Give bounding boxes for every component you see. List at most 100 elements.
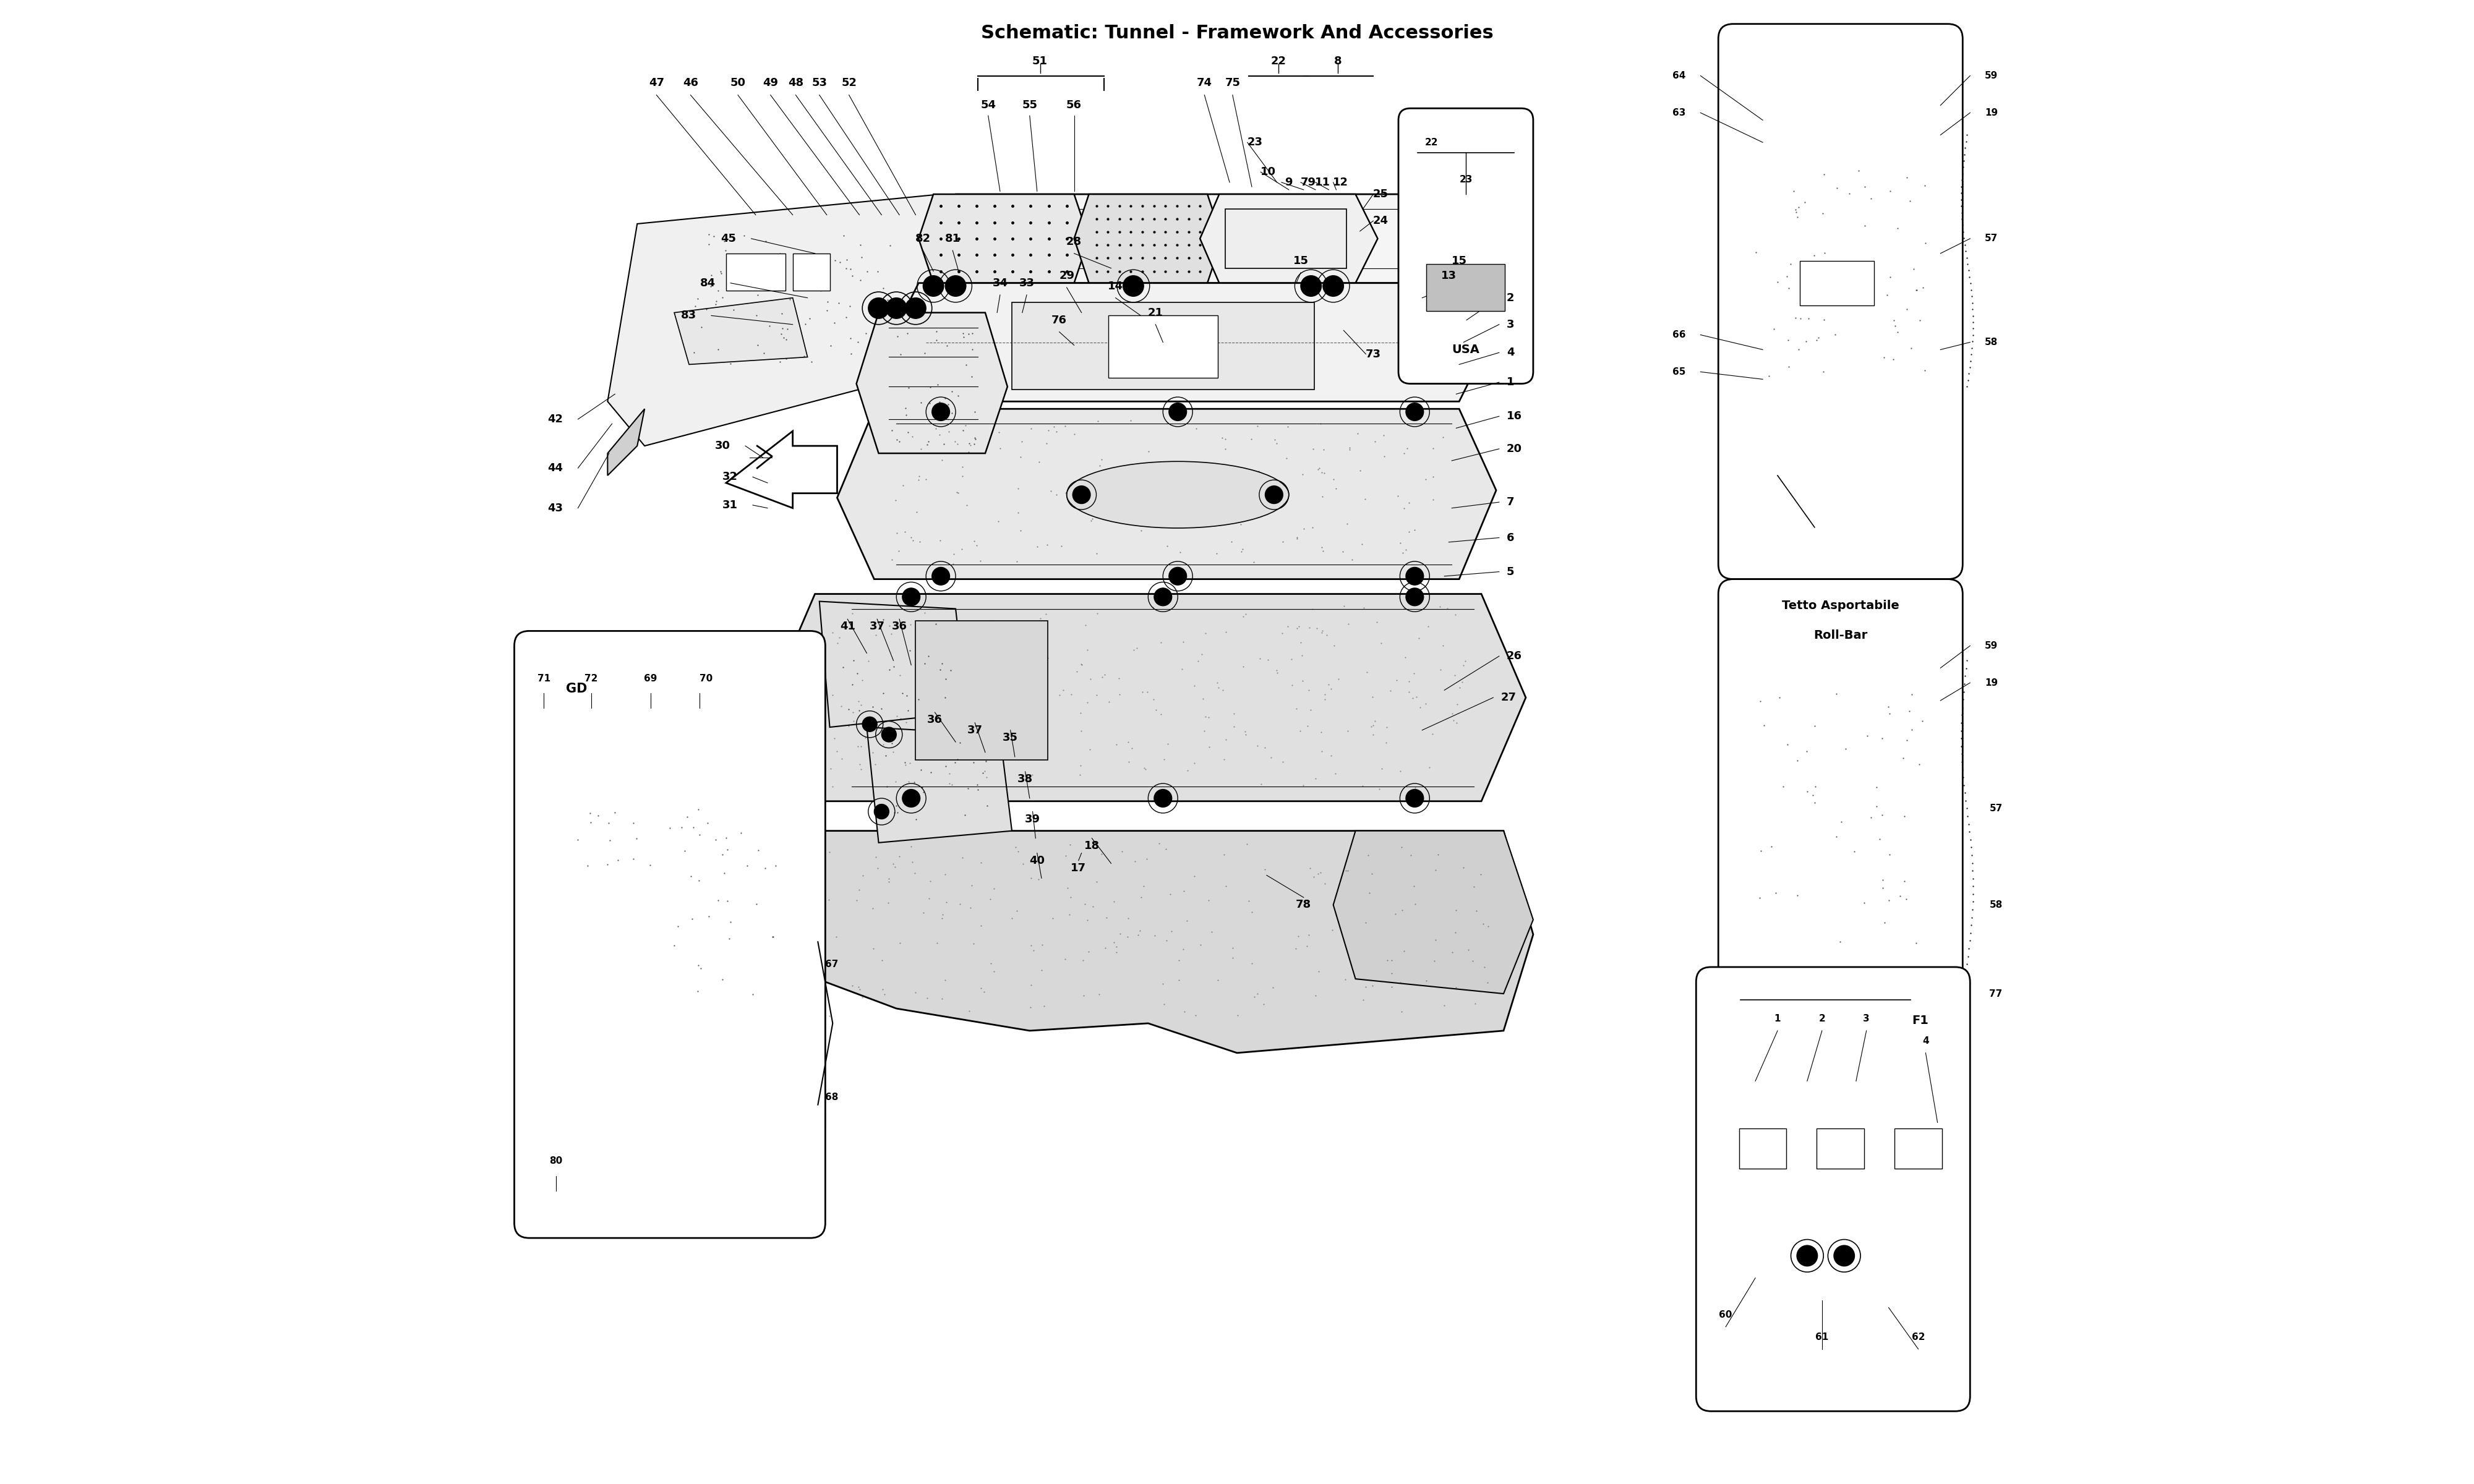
Text: 65: 65 [1672,367,1685,377]
Text: 7: 7 [1507,497,1514,508]
Text: 58: 58 [1989,901,2001,910]
Circle shape [923,276,943,297]
Text: 8: 8 [1333,55,1341,67]
Text: 70: 70 [700,674,713,683]
Text: 51: 51 [1032,55,1049,67]
FancyBboxPatch shape [1895,1128,1942,1168]
Text: 46: 46 [683,77,698,89]
Circle shape [1405,404,1423,421]
FancyBboxPatch shape [915,620,1047,760]
Text: 59: 59 [1984,71,1999,80]
Text: 42: 42 [547,414,564,424]
Text: 74: 74 [1197,77,1212,89]
Circle shape [1833,1245,1856,1266]
Circle shape [903,789,920,807]
Text: GD: GD [567,683,586,695]
Text: 49: 49 [762,77,779,89]
Text: 1: 1 [1774,1014,1781,1024]
Polygon shape [725,430,836,508]
Text: 22: 22 [1272,55,1286,67]
Text: 34: 34 [992,278,1007,288]
Text: 75: 75 [1225,77,1239,89]
Text: F1: F1 [1912,1015,1930,1025]
Polygon shape [609,410,646,475]
FancyBboxPatch shape [725,254,784,291]
Polygon shape [1734,1226,1791,1278]
Polygon shape [925,194,1475,283]
Circle shape [1324,276,1343,297]
Polygon shape [888,283,1489,402]
Polygon shape [1727,1122,1940,1174]
Text: 55: 55 [1022,99,1037,111]
Text: 78: 78 [1296,899,1311,910]
Polygon shape [1742,150,1940,387]
Text: 28: 28 [1066,236,1081,248]
FancyBboxPatch shape [1799,261,1873,306]
Polygon shape [769,594,1526,801]
Text: 37: 37 [967,724,982,736]
Text: 57: 57 [1989,804,2001,813]
Text: 77: 77 [1989,988,2001,999]
Text: 12: 12 [1333,177,1348,188]
Text: 47: 47 [648,77,663,89]
Text: 58: 58 [1984,337,1999,347]
Polygon shape [1425,261,1507,313]
Polygon shape [1333,831,1534,994]
Polygon shape [552,794,789,876]
Text: 79: 79 [1301,177,1316,188]
Polygon shape [1074,194,1222,283]
Text: 15: 15 [1452,255,1467,267]
Text: 24: 24 [1373,215,1388,227]
Circle shape [1301,276,1321,297]
Text: 38: 38 [1017,773,1034,785]
Text: 48: 48 [787,77,804,89]
Text: 82: 82 [915,233,930,245]
Text: 63: 63 [1672,108,1685,117]
FancyBboxPatch shape [792,254,829,291]
FancyBboxPatch shape [515,631,826,1238]
Circle shape [868,298,888,319]
Circle shape [863,717,878,732]
Circle shape [933,567,950,585]
Text: 69: 69 [643,674,658,683]
Text: 39: 39 [1024,813,1042,825]
Circle shape [1264,485,1284,503]
Text: 32: 32 [722,472,737,482]
Text: 9: 9 [1284,177,1294,188]
Polygon shape [777,831,1534,1054]
Text: 60: 60 [1719,1310,1732,1319]
Text: 14: 14 [1108,280,1123,291]
Text: 44: 44 [547,463,564,473]
Circle shape [1405,567,1423,585]
Text: 53: 53 [811,77,826,89]
Circle shape [1796,1245,1818,1266]
Text: 54: 54 [980,99,997,111]
Text: 43: 43 [547,503,564,513]
Text: 23: 23 [1460,175,1472,184]
Text: 76: 76 [1051,315,1066,325]
Circle shape [1168,404,1188,421]
Text: 5: 5 [1507,567,1514,577]
Text: 21: 21 [1148,307,1163,318]
FancyBboxPatch shape [1719,24,1962,579]
Text: 81: 81 [945,233,960,245]
Polygon shape [918,194,1089,283]
Circle shape [1405,588,1423,605]
Polygon shape [856,313,1007,453]
Text: 4: 4 [1922,1036,1930,1046]
Circle shape [873,804,888,819]
FancyBboxPatch shape [1398,108,1534,384]
Text: 35: 35 [1002,732,1019,743]
Circle shape [945,276,965,297]
Text: 20: 20 [1507,444,1522,454]
Polygon shape [552,935,648,1104]
Circle shape [903,588,920,605]
Text: Tetto Asportabile: Tetto Asportabile [1781,600,1900,611]
Text: 30: 30 [715,441,730,451]
Text: Roll-Bar: Roll-Bar [1813,629,1868,641]
Text: 29: 29 [1059,270,1074,280]
Circle shape [1123,276,1143,297]
Text: 25: 25 [1373,188,1388,200]
Polygon shape [1200,194,1378,283]
Text: 71: 71 [537,674,549,683]
